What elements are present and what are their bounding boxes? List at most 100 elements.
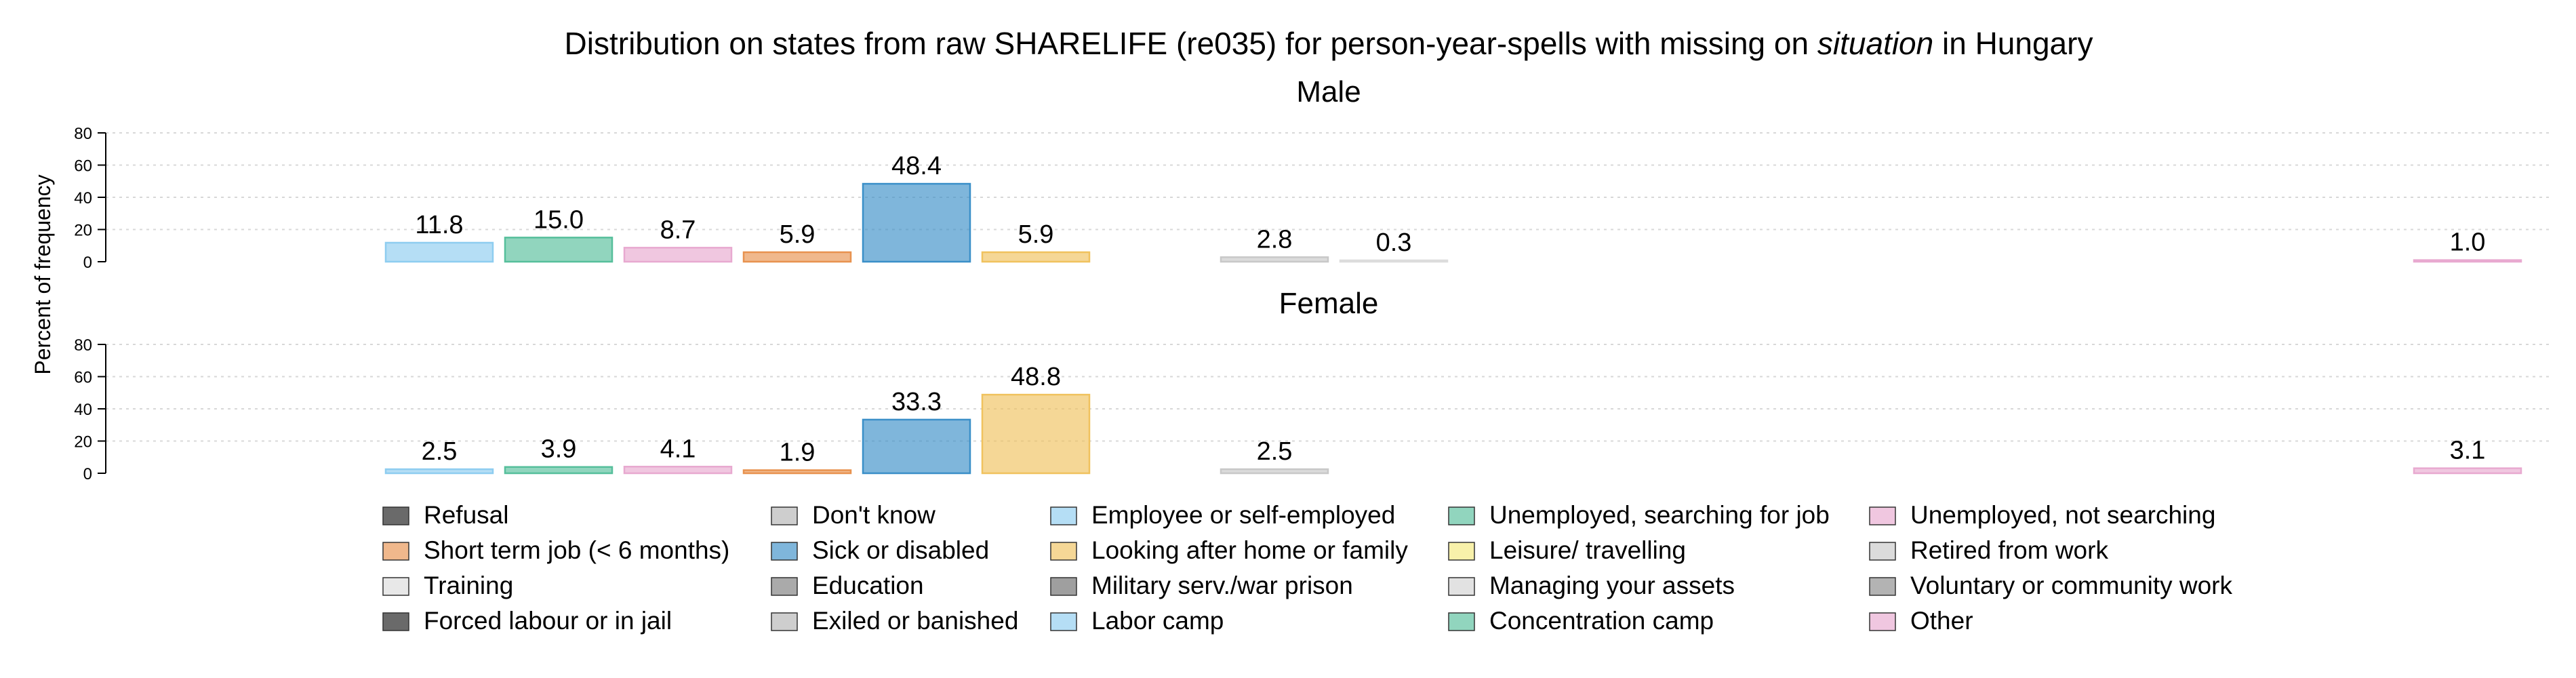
bar-female (2413, 467, 2522, 475)
bar-value-label: 5.9 (780, 220, 816, 249)
y-tick-label: 20 (74, 433, 92, 452)
legend-label: Forced labour or in jail (424, 607, 672, 635)
bar-value-label: 2.5 (1257, 437, 1293, 466)
legend-label: Unemployed, not searching (1910, 501, 2215, 529)
legend-item: Unemployed, not searching (1869, 501, 2215, 529)
legend-item: Concentration camp (1448, 607, 1714, 635)
y-tick-label: 0 (83, 254, 92, 272)
bar-male (384, 241, 494, 263)
legend-swatch (1869, 506, 1896, 525)
chart-title: Distribution on states from raw SHARELIF… (565, 26, 2093, 61)
bar-value-label: 11.8 (415, 211, 463, 239)
bar-value-label: 1.9 (780, 438, 816, 466)
legend-item: Labor camp (1050, 607, 1224, 635)
y-tick-label: 40 (74, 189, 92, 207)
legend-swatch (382, 577, 409, 596)
bar-male (1339, 259, 1449, 263)
legend-item: Refusal (382, 501, 508, 529)
bar-value-label: 4.1 (660, 435, 696, 463)
y-tick-label: 60 (74, 157, 92, 176)
legend-item: Leisure/ travelling (1448, 536, 1686, 564)
legend-item: Education (771, 572, 924, 599)
legend-item: Don't know (771, 501, 935, 529)
bar-female (1220, 468, 1329, 475)
legend-swatch (771, 542, 798, 561)
y-tick-label: 20 (74, 222, 92, 240)
legend-swatch (382, 542, 409, 561)
bar-male (981, 251, 1091, 263)
y-tick-label: 60 (74, 369, 92, 387)
panel-title: Male (1296, 75, 1361, 108)
bar-value-label: 2.5 (422, 437, 458, 466)
legend-swatch (382, 612, 409, 631)
legend-swatch (1869, 577, 1896, 596)
bar-value-label: 5.9 (1018, 220, 1054, 249)
legend-item: Other (1869, 607, 1973, 635)
legend-swatch (1448, 542, 1475, 561)
legend-label: Unemployed, searching for job (1489, 501, 1830, 529)
bar-female (623, 466, 733, 475)
legend-item: Short term job (< 6 months) (382, 536, 729, 564)
legend-swatch (1448, 612, 1475, 631)
legend-label: Retired from work (1910, 536, 2108, 564)
bar-value-label: 1.0 (2450, 228, 2486, 257)
legend-label: Exiled or banished (812, 607, 1018, 635)
legend-item: Sick or disabled (771, 536, 989, 564)
bar-male (862, 182, 971, 263)
legend-swatch (1050, 506, 1077, 525)
legend-item: Unemployed, searching for job (1448, 501, 1830, 529)
legend-label: Labor camp (1091, 607, 1224, 635)
legend-swatch (1869, 612, 1896, 631)
bar-value-label: 8.7 (660, 216, 696, 244)
legend-swatch (1050, 577, 1077, 596)
legend-label: Education (812, 572, 924, 599)
bar-value-label: 3.1 (2450, 437, 2486, 465)
legend: Refusal Don't know Employee or self-employ… (382, 501, 2233, 635)
legend-item: Training (382, 572, 513, 599)
y-tick-label: 0 (83, 465, 92, 483)
legend-swatch (1448, 506, 1475, 525)
legend-label: Leisure/ travelling (1489, 536, 1686, 564)
bar-female (384, 468, 494, 475)
legend-swatch (1869, 542, 1896, 561)
legend-label: Concentration camp (1489, 607, 1714, 635)
legend-swatch (382, 506, 409, 525)
legend-item: Looking after home or family (1050, 536, 1408, 564)
legend-label: Sick or disabled (812, 536, 989, 564)
bar-value-label: 0.3 (1376, 228, 1412, 257)
legend-label: Short term job (< 6 months) (424, 536, 729, 564)
y-tick-label: 40 (74, 401, 92, 419)
legend-swatch (1050, 612, 1077, 631)
legend-item: Forced labour or in jail (382, 607, 672, 635)
legend-label: Employee or self-employed (1091, 501, 1395, 529)
legend-label: Managing your assets (1489, 572, 1735, 599)
legend-label: Military serv./war prison (1091, 572, 1353, 599)
legend-item: Exiled or banished (771, 607, 1018, 635)
legend-swatch (771, 577, 798, 596)
legend-item: Managing your assets (1448, 572, 1735, 599)
legend-item: Employee or self-employed (1050, 501, 1395, 529)
legend-swatch (1448, 577, 1475, 596)
legend-swatch (771, 506, 798, 525)
bar-value-label: 2.8 (1257, 225, 1293, 254)
bar-male (742, 251, 852, 263)
bar-male (504, 237, 613, 263)
legend-item: Military serv./war prison (1050, 572, 1353, 599)
legend-swatch (1050, 542, 1077, 561)
legend-item: Retired from work (1869, 536, 2108, 564)
legend-label: Training (424, 572, 513, 599)
legend-item: Voluntary or community work (1869, 572, 2233, 599)
y-tick-label: 80 (74, 336, 92, 355)
bar-female (742, 469, 852, 475)
panel-female: Female 0 20 40 60 80 2.5 3.9 4.1 1.9 33.3 48.8 2.5 3.… (74, 287, 2552, 483)
bar-male (623, 247, 733, 263)
bar-value-label: 33.3 (891, 388, 942, 416)
bar-value-label: 3.9 (541, 435, 577, 464)
bar-female (862, 418, 971, 475)
bar-value-label: 15.0 (534, 205, 584, 234)
legend-swatch (771, 612, 798, 631)
legend-label: Don't know (812, 501, 935, 529)
bar-male (1220, 256, 1329, 263)
